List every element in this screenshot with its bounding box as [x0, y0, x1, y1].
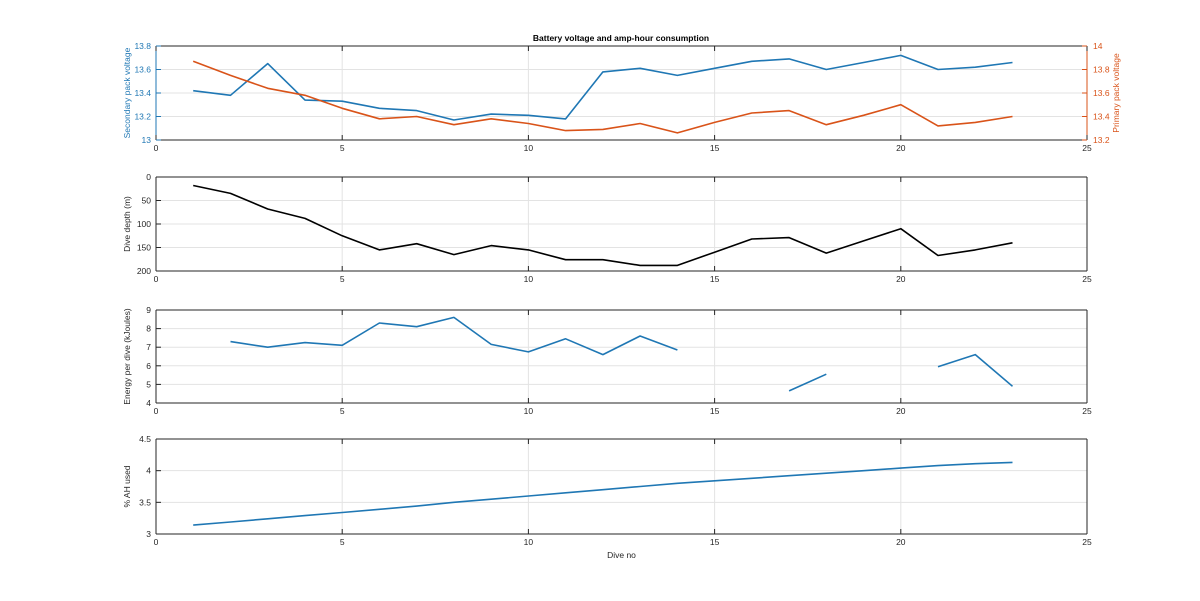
x-tick-label: 0 — [154, 406, 159, 416]
y-tick-label: 8 — [146, 324, 151, 334]
x-tick-label: 15 — [710, 143, 720, 153]
x-tick-label: 0 — [154, 143, 159, 153]
energy-per-dive-panel: 0 5 10 15 20 25 4 5 6 7 8 9 Energy per dive (kJoules… — [122, 305, 1092, 416]
x-tick-label: 10 — [524, 143, 534, 153]
y-tick-label: 9 — [146, 305, 151, 315]
voltage-panel: 0 5 10 15 20 25 13 13.2 13.4 13.6 13.8 13.2 13.4 13.6… — [122, 41, 1121, 153]
x-tick-label: 5 — [340, 274, 345, 284]
y-tick-label: 13.8 — [134, 41, 151, 51]
y-tick-label: 200 — [137, 266, 151, 276]
y-tick-label: 4 — [146, 466, 151, 476]
ah-used-panel: 0 5 10 15 20 25 3 3.5 4 4.5 % AH used Dive no — [122, 434, 1092, 560]
dive-depth-panel: 0 5 10 15 20 25 0 50 100 150 200 Dive depth (m) — [122, 172, 1092, 284]
y2-tick-label: 13.8 — [1093, 65, 1110, 75]
series-line-0 — [193, 184, 1013, 267]
figure-title: Battery voltage and amp-hour consumption — [533, 33, 709, 43]
y-tick-label: 13.2 — [134, 112, 151, 122]
series-line-0 — [193, 54, 1013, 121]
y2-tick-label: 14 — [1093, 41, 1103, 51]
x-tick-label: 25 — [1082, 274, 1092, 284]
y-tick-label: 7 — [146, 342, 151, 352]
y-tick-label: 5 — [146, 379, 151, 389]
x-tick-label: 25 — [1082, 537, 1092, 547]
x-tick-label: 20 — [896, 274, 906, 284]
plot-area — [156, 310, 1087, 403]
y-tick-label: 50 — [142, 196, 152, 206]
x-tick-label: 10 — [524, 274, 534, 284]
y-tick-label: 4 — [146, 398, 151, 408]
y-tick-label: 13.6 — [134, 65, 151, 75]
y-tick-label: 4.5 — [139, 434, 151, 444]
x-tick-label: 15 — [710, 274, 720, 284]
y-tick-label: 3 — [146, 529, 151, 539]
y2-tick-label: 13.4 — [1093, 112, 1110, 122]
x-tick-label: 25 — [1082, 143, 1092, 153]
series-line-0 — [230, 316, 678, 356]
x-tick-label: 5 — [340, 406, 345, 416]
y-tick-label: 13.4 — [134, 88, 151, 98]
x-tick-label: 0 — [154, 274, 159, 284]
x-tick-label: 10 — [524, 537, 534, 547]
x-tick-label: 0 — [154, 537, 159, 547]
x-tick-label: 5 — [340, 537, 345, 547]
series-line-0 — [193, 461, 1013, 526]
x-tick-label: 20 — [896, 143, 906, 153]
x-tick-label: 5 — [340, 143, 345, 153]
y2-tick-label: 13.6 — [1093, 88, 1110, 98]
x-tick-label: 10 — [524, 406, 534, 416]
y2-tick-label: 13.2 — [1093, 135, 1110, 145]
y-axis-label: % AH used — [122, 465, 132, 507]
y-axis-label: Dive depth (m) — [122, 196, 132, 252]
x-axis-label: Dive no — [607, 550, 636, 560]
x-tick-label: 20 — [896, 537, 906, 547]
y-tick-label: 100 — [137, 219, 151, 229]
y-tick-label: 150 — [137, 243, 151, 253]
series-line-1 — [192, 60, 1013, 134]
x-tick-label: 25 — [1082, 406, 1092, 416]
series-line-0 — [937, 353, 1014, 387]
x-tick-label: 15 — [710, 406, 720, 416]
series-line-0 — [788, 373, 827, 392]
y-tick-label: 13 — [142, 135, 152, 145]
y-axis-label: Energy per dive (kJoules) — [122, 308, 132, 405]
y-axis-label: Secondary pack voltage — [122, 47, 132, 138]
plot-area — [156, 439, 1087, 534]
x-tick-label: 15 — [710, 537, 720, 547]
x-tick-label: 20 — [896, 406, 906, 416]
y2-axis-label: Primary pack voltage — [1111, 53, 1121, 133]
y-tick-label: 3.5 — [139, 497, 151, 507]
y-tick-label: 6 — [146, 361, 151, 371]
y-tick-label: 0 — [146, 172, 151, 182]
